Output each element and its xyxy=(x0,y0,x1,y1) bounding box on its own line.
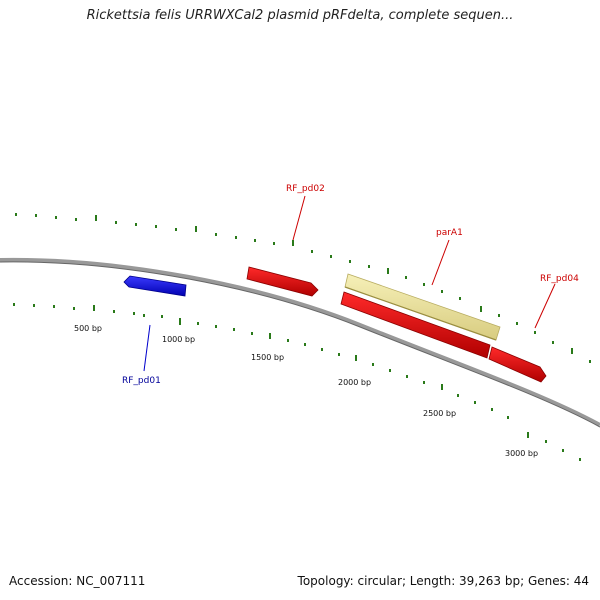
gene-arrow-rf-pd01[interactable] xyxy=(123,275,187,297)
gene-label-rf-pd01[interactable]: RF_pd01 xyxy=(122,376,161,386)
gene-arrow-para1-shadow xyxy=(344,286,497,341)
leader-line-rf-pd01 xyxy=(143,324,151,372)
gene-arrow-rf-pd02[interactable] xyxy=(246,266,319,297)
inner-tick-ring xyxy=(13,303,581,461)
leader-line-rf-pd02 xyxy=(292,195,306,241)
accession-label: Accession: NC_007111 xyxy=(9,574,146,588)
sequence-summary: Topology: circular; Length: 39,263 bp; G… xyxy=(297,574,589,588)
bp-label-1000: 1000 bp xyxy=(162,335,195,344)
bp-label-2500: 2500 bp xyxy=(423,409,456,418)
leader-line-rf-pd04 xyxy=(534,283,556,329)
outer-tick-ring xyxy=(15,213,591,363)
gene-label-rf-pd04[interactable]: RF_pd04 xyxy=(540,274,579,284)
sequence-backbone-shadow xyxy=(0,261,600,428)
gene-label-rf-pd02[interactable]: RF_pd02 xyxy=(286,184,325,194)
gene-label-para1[interactable]: parA1 xyxy=(436,228,463,238)
gene-arrow-rf-pd04[interactable] xyxy=(488,346,547,383)
bp-label-1500: 1500 bp xyxy=(251,353,284,362)
sequence-backbone xyxy=(0,257,600,427)
bp-label-500: 500 bp xyxy=(74,324,102,333)
bp-label-3000: 3000 bp xyxy=(505,449,538,458)
bp-label-2000: 2000 bp xyxy=(338,378,371,387)
leader-line-para1 xyxy=(431,239,450,286)
map-title: Rickettsia felis URRWXCal2 plasmid pRFde… xyxy=(86,8,514,23)
gene-arrow-rf-pd03[interactable] xyxy=(340,291,491,359)
